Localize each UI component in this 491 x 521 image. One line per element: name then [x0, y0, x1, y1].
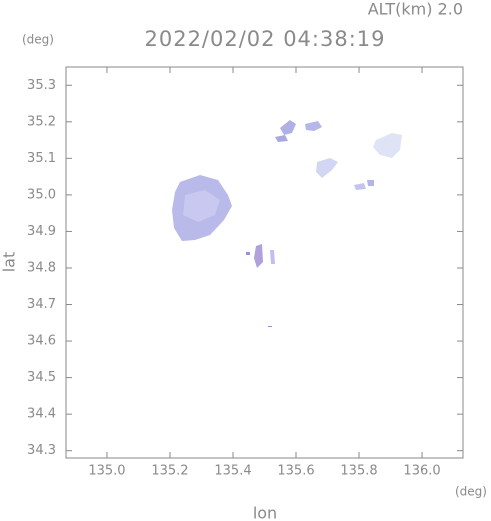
- echo: [305, 121, 322, 131]
- y-tick-label: 34.6: [27, 334, 56, 349]
- echo: [354, 183, 366, 190]
- echo: [246, 252, 250, 255]
- y-tick-label: 34.9: [27, 224, 56, 239]
- y-tick-label: 34.3: [27, 443, 56, 458]
- echo: [275, 135, 288, 142]
- x-tick-label: 135.4: [214, 464, 251, 479]
- x-tick-label: 136.0: [403, 464, 440, 479]
- y-tick-label: 34.5: [27, 370, 56, 385]
- y-axis-label: lat: [0, 252, 19, 273]
- y-tick-label: 34.4: [27, 407, 56, 422]
- x-axis-label: lon: [253, 504, 277, 521]
- echo: [183, 190, 220, 222]
- altitude-label: ALT(km) 2.0: [368, 0, 463, 19]
- y-tick-label: 35.2: [27, 114, 56, 129]
- x-tick-label: 135.6: [277, 464, 314, 479]
- y-tick-label: 34.7: [27, 297, 56, 312]
- x-tick-label: 135.8: [340, 464, 377, 479]
- y-tick-label: 35.1: [27, 151, 56, 166]
- x-tick-label: 135.0: [88, 464, 125, 479]
- echo: [316, 158, 338, 178]
- chart-title: 2022/02/02 04:38:19: [144, 27, 385, 51]
- echo: [373, 133, 402, 158]
- y-unit: (deg): [22, 33, 54, 47]
- plot-frame: [65, 66, 464, 459]
- echo: [367, 180, 374, 186]
- echo: [268, 326, 272, 327]
- y-tick-label: 35.0: [27, 187, 56, 202]
- x-unit: (deg): [455, 485, 487, 499]
- echo: [254, 244, 263, 268]
- y-tick-label: 34.8: [27, 260, 56, 275]
- echo: [270, 250, 275, 264]
- radar-echoes: [172, 120, 402, 327]
- y-tick-label: 35.3: [27, 78, 56, 93]
- x-tick-label: 135.2: [151, 464, 188, 479]
- echo: [280, 120, 296, 135]
